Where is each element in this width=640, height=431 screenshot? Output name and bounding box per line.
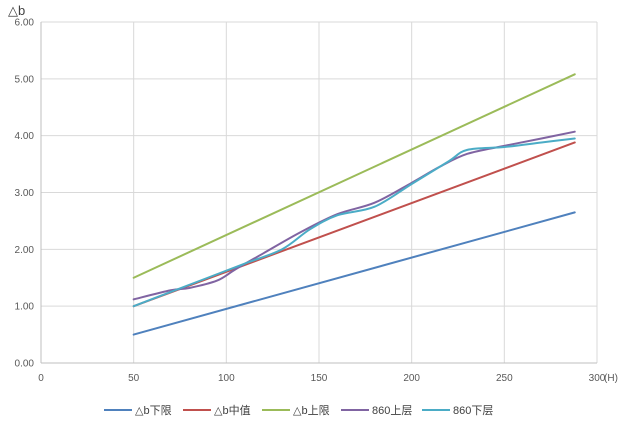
- series-line-3: [132, 73, 576, 279]
- series-line-1: [132, 211, 576, 336]
- series-lines: [132, 73, 576, 336]
- legend-label: △b中值: [214, 404, 251, 417]
- legend-label: △b下限: [135, 404, 172, 417]
- x-tick-label: 200: [403, 373, 420, 384]
- y-tick-label: 6.00: [15, 18, 35, 29]
- y-axis-title: △b: [8, 3, 25, 18]
- x-tick-label: 50: [128, 373, 140, 384]
- legend-label: △b上限: [293, 404, 330, 417]
- y-tick-label: 4.00: [15, 131, 35, 142]
- x-tick-label: 100: [218, 373, 235, 384]
- y-tick-label: 2.00: [15, 245, 35, 256]
- y-tick-label: 5.00: [15, 74, 35, 85]
- x-axis-unit: (H): [604, 373, 618, 384]
- x-tick-label: 250: [496, 373, 513, 384]
- legend-label: 860上层: [372, 404, 412, 417]
- y-tick-label: 0.00: [15, 359, 35, 370]
- series-line-5: [132, 137, 576, 308]
- y-tick-label: 1.00: [15, 302, 35, 313]
- gridlines: [41, 21, 598, 363]
- x-tick-label: 300: [589, 373, 606, 384]
- y-tick-labels: 0.00 1.00 2.00 3.00 4.00 5.00 6.00: [15, 18, 35, 370]
- y-tick-label: 3.00: [15, 188, 35, 199]
- x-tick-labels: 0 50 100 150 200 250 300: [38, 373, 606, 384]
- x-tick-label: 0: [38, 373, 44, 384]
- x-tick-label: 150: [311, 373, 328, 384]
- axes: [40, 22, 597, 364]
- legend-label: 860下层: [453, 404, 493, 417]
- legend: △b下限 △b中值 △b上限 860上层 860下层: [104, 404, 493, 417]
